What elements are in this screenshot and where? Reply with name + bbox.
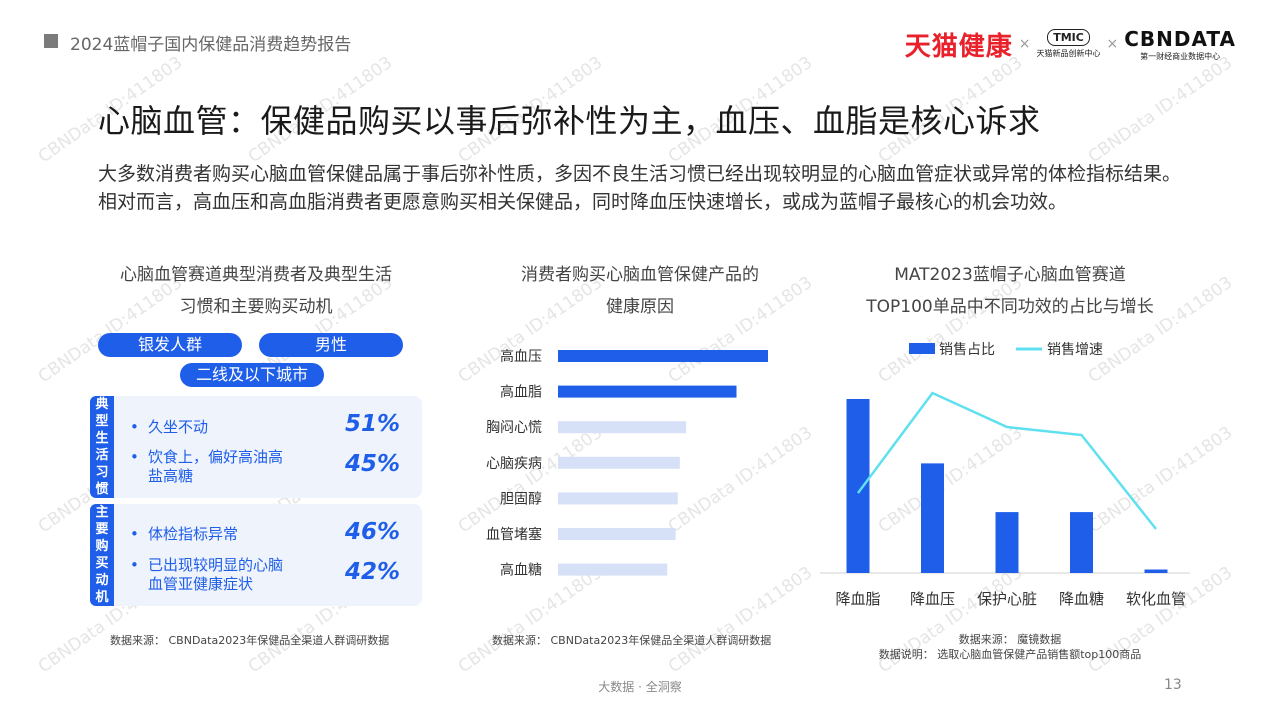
page-description: 大多数消费者购买心脑血管保健品属于事后弥补性质，多因不良生活习惯已经出现较明显的… (98, 163, 1182, 213)
category-label: 高血脂 (500, 384, 542, 401)
tmic-logo-mark: TMIC (1047, 29, 1090, 46)
habits-label: 典型生活习惯 (90, 396, 114, 498)
bar (846, 399, 870, 573)
category-label: 胸闷心慌 (486, 420, 542, 436)
bullet-icon: • (130, 418, 139, 436)
right-panel-title-line2: TOP100单品中不同功效的占比与增长 (866, 297, 1154, 317)
category-label: 降血脂 (835, 590, 880, 608)
tag-char: 惯 (95, 482, 109, 497)
middle-panel-title: 消费者购买心脑血管保健产品的 健康原因 (490, 259, 790, 323)
category-label: 心脑疾病 (486, 456, 542, 472)
habit-item-text: 饮食上，偏好高油高盐高糖 (148, 448, 284, 485)
bullet-icon: • (130, 448, 139, 466)
tag-char: 要 (95, 522, 109, 537)
category-label: 降血糖 (1059, 590, 1104, 608)
tmic-logo: TMIC 天猫新品创新中心 (1037, 29, 1101, 59)
tag-char: 生 (95, 431, 109, 446)
right-panel-note: 数据说明： 选取心脑血管保健产品销售额top100商品 (878, 648, 1142, 661)
bar (558, 385, 737, 398)
bar (995, 512, 1019, 573)
motive-item-text: 体检指标异常 (148, 525, 239, 543)
page-title: 心脑血管：保健品购买以事后弥补性为主，血压、血脂是核心诉求 (98, 102, 1041, 140)
legend-bar-swatch (909, 343, 935, 354)
bar (558, 456, 680, 469)
growth-line (856, 391, 1157, 530)
habit-item-text: 久坐不动 (148, 418, 209, 436)
category-label: 高血糖 (500, 562, 542, 579)
middle-panel-source: 数据来源： CBNData2023年保健品全渠道人群调研数据 (492, 634, 772, 647)
logo-separator: × (1106, 36, 1119, 52)
cbndata-logo-sub: 第一财经商业数据中心 (1140, 51, 1221, 61)
tmic-logo-sub: 天猫新品创新中心 (1036, 49, 1101, 58)
bar (558, 563, 668, 576)
tmall-health-logo: 天猫健康 (904, 31, 1013, 62)
middle-panel-title-line2: 健康原因 (606, 297, 674, 317)
motives-box: 主要购买动机 • 体检指标异常 46% • 已出现较明显的心脑血管亚健康症状 4… (90, 504, 422, 606)
tag-char: 动 (95, 573, 109, 588)
left-panel-source: 数据来源： CBNData2023年保健品全渠道人群调研数据 (110, 634, 390, 647)
right-panel-title: MAT2023蓝帽子心脑血管赛道 TOP100单品中不同功效的占比与增长 (820, 259, 1200, 323)
tag-tier2-city: 二线及以下城市 (180, 363, 324, 387)
motive-item-percent: 42% (345, 559, 401, 585)
tag-char: 购 (95, 539, 109, 554)
bar (558, 492, 678, 505)
legend-line-label: 销售增速 (1047, 342, 1103, 358)
tag-male: 男性 (259, 333, 403, 357)
tag-char: 习 (95, 465, 109, 480)
bar (921, 463, 944, 573)
footer-slogan: 大数据 · 全洞察 (598, 680, 682, 694)
legend-bar-label: 销售占比 (939, 342, 995, 358)
tag-char: 典 (95, 397, 109, 412)
category-label: 血管堵塞 (486, 526, 542, 543)
watermark-text: CBNData ID:411803 (1084, 52, 1237, 168)
bar (558, 421, 687, 434)
bullet-icon: • (130, 556, 139, 574)
report-title: 2024蓝帽子国内保健品消费趋势报告 (70, 35, 352, 55)
left-panel-title-line2: 习惯和主要购买动机 (179, 297, 333, 317)
partner-logos: 天猫健康 × TMIC 天猫新品创新中心 × CBNDATA 第一财经商业数据中… (905, 24, 1236, 64)
page-number: 13 (1164, 677, 1182, 693)
middle-panel-title-line1: 消费者购买心脑血管保健产品的 (521, 265, 759, 285)
tag-char: 机 (95, 590, 109, 605)
right-panel-source: 数据来源： 魔镜数据 (958, 633, 1062, 646)
motive-item-text: 已出现较明显的心脑血管亚健康症状 (148, 556, 284, 593)
category-label: 软化血管 (1126, 590, 1186, 608)
bar (1070, 512, 1093, 573)
bar (558, 350, 768, 362)
header-marker (44, 34, 58, 48)
cbndata-logo-mark: CBNDATA (1124, 26, 1236, 51)
cbndata-logo: CBNDATA 第一财经商业数据中心 (1124, 27, 1236, 62)
tag-char: 型 (95, 414, 109, 429)
left-panel-title: 心脑血管赛道典型消费者及典型生活 习惯和主要购买动机 (90, 259, 422, 323)
category-label: 胆固醇 (500, 490, 542, 507)
tag-char: 主 (95, 505, 109, 520)
logo-separator: × (1018, 36, 1031, 52)
motives-label: 主要购买动机 (90, 504, 114, 606)
tag-silver-age: 银发人群 (98, 333, 242, 357)
left-panel-title-line1: 心脑血管赛道典型消费者及典型生活 (120, 265, 392, 285)
habit-item-percent: 45% (345, 451, 401, 477)
tag-char: 活 (95, 448, 109, 463)
tag-char: 买 (95, 556, 109, 571)
category-label: 高血压 (500, 348, 542, 365)
right-panel-title-line1: MAT2023蓝帽子心脑血管赛道 (894, 265, 1126, 285)
habits-box: 典型生活习惯 • 久坐不动 51% • 饮食上，偏好高油高盐高糖 45% (90, 396, 422, 498)
category-label: 保护心脏 (977, 590, 1037, 608)
bar (1144, 569, 1168, 573)
motive-item-percent: 46% (345, 519, 401, 545)
bar (558, 528, 676, 540)
category-label: 降血压 (910, 590, 955, 608)
bullet-icon: • (130, 525, 139, 543)
habit-item-percent: 51% (345, 411, 401, 437)
